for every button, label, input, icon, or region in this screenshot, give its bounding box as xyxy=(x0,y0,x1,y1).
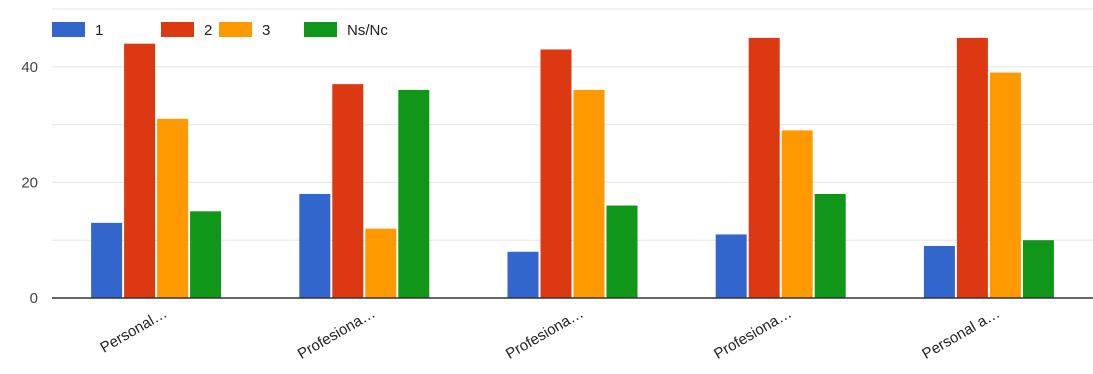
bar-series-4-cat-4[interactable] xyxy=(814,193,846,298)
bar-series-3-cat-5[interactable] xyxy=(989,72,1021,298)
bar-series-2-cat-2[interactable] xyxy=(332,84,364,298)
bar-series-2-cat-3[interactable] xyxy=(540,49,572,299)
bar-series-2-cat-5[interactable] xyxy=(956,37,988,299)
legend-label: Ns/Nc xyxy=(347,22,388,39)
legend-label: 2 xyxy=(204,22,212,39)
legend-label: 3 xyxy=(262,22,270,39)
legend-swatch xyxy=(52,22,85,37)
bar-series-3-cat-3[interactable] xyxy=(573,89,605,298)
bar-series-4-cat-3[interactable] xyxy=(606,205,638,298)
x-category-label: Profesiona… xyxy=(503,305,587,363)
y-tick-label: 40 xyxy=(21,59,38,76)
bar-series-1-cat-4[interactable] xyxy=(715,234,747,298)
x-category-label: Personal… xyxy=(97,305,170,357)
y-tick-label: 20 xyxy=(21,174,38,191)
bar-series-2-cat-4[interactable] xyxy=(748,37,780,299)
bar-series-1-cat-2[interactable] xyxy=(299,193,331,298)
legend-label: 1 xyxy=(95,22,103,39)
gridlines xyxy=(52,8,1093,241)
x-category-label: Profesiona… xyxy=(295,305,379,363)
legend-swatch xyxy=(161,22,194,37)
x-category-label: Profesiona… xyxy=(711,305,795,363)
bar-series-1-cat-3[interactable] xyxy=(507,251,539,298)
bar-series-1-cat-1[interactable] xyxy=(91,222,123,298)
bar-series-4-cat-1[interactable] xyxy=(190,211,222,298)
x-axis-category-labels: Personal… Profesiona… Profesiona… Profesion… xyxy=(97,305,1003,363)
bar-series-3-cat-2[interactable] xyxy=(365,228,397,298)
legend-swatch xyxy=(304,22,337,37)
bar-series-4-cat-2[interactable] xyxy=(398,89,430,298)
y-axis-tick-labels: 0 20 40 xyxy=(21,59,38,307)
legend-swatch xyxy=(219,22,252,37)
legend-item-4[interactable]: Ns/Nc xyxy=(304,22,388,39)
legend[interactable]: 1 2 3 Ns/Nc xyxy=(52,22,388,39)
legend-item-3[interactable]: 3 xyxy=(219,22,270,39)
bar-series-4-cat-5[interactable] xyxy=(1022,240,1054,298)
x-category-label: Personal a… xyxy=(919,305,1003,363)
legend-item-2[interactable]: 2 xyxy=(161,22,212,39)
bar-series-2-cat-1[interactable] xyxy=(124,43,156,299)
bar-series-3-cat-4[interactable] xyxy=(781,130,813,298)
bar-series-1-cat-5[interactable] xyxy=(923,245,955,298)
legend-item-1[interactable]: 1 xyxy=(52,22,103,39)
bar-series-3-cat-1[interactable] xyxy=(157,118,189,298)
y-tick-label: 0 xyxy=(30,290,38,307)
bars xyxy=(91,37,1054,299)
